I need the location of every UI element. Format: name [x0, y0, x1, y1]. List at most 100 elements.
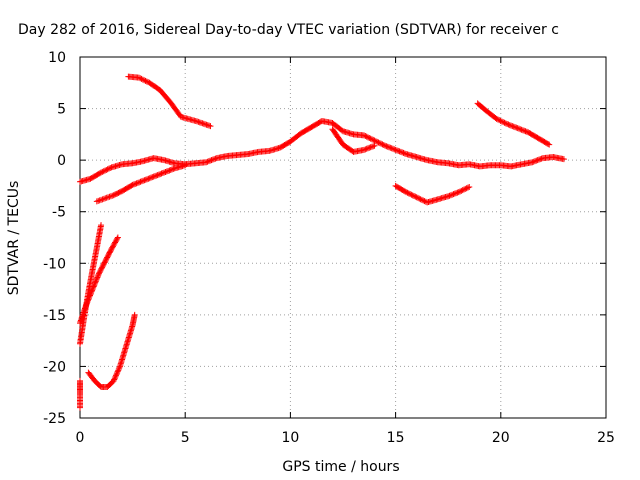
data-point	[500, 119, 507, 126]
data-point	[115, 366, 122, 373]
data-point	[132, 180, 139, 187]
data-point	[458, 187, 465, 194]
data-point	[388, 145, 395, 152]
data-point	[515, 125, 522, 132]
data-point	[512, 124, 519, 131]
data-point	[378, 140, 385, 147]
data-point	[137, 75, 144, 82]
data-point	[401, 150, 408, 157]
data-point	[115, 367, 122, 374]
data-point	[87, 291, 94, 298]
data-point	[455, 189, 462, 196]
data-point	[136, 179, 143, 186]
data-point	[207, 157, 214, 164]
data-point	[103, 194, 110, 201]
data-point	[502, 120, 509, 127]
data-point	[159, 170, 166, 177]
data-point	[384, 143, 391, 150]
data-point	[212, 155, 219, 162]
data-point	[383, 143, 390, 150]
data-point	[133, 180, 140, 187]
data-point	[367, 135, 374, 142]
data-point	[103, 166, 110, 173]
data-point	[372, 138, 379, 145]
data-point	[110, 377, 117, 384]
data-point	[205, 158, 212, 165]
data-point	[144, 176, 151, 183]
x-tick-label: 25	[597, 430, 615, 446]
data-point	[546, 141, 553, 148]
y-tick-label: -20	[43, 359, 66, 375]
data-point	[91, 282, 98, 289]
data-point	[95, 197, 102, 204]
data-point	[135, 74, 142, 81]
data-point	[389, 145, 396, 152]
data-point	[493, 115, 500, 122]
data-point	[209, 156, 216, 163]
data-point	[396, 148, 403, 155]
data-point	[114, 369, 121, 376]
data-point	[83, 300, 90, 307]
data-point	[134, 179, 141, 186]
data-series	[77, 234, 121, 327]
data-point	[90, 283, 97, 290]
data-point	[374, 138, 381, 145]
data-point	[204, 158, 211, 165]
data-point	[416, 195, 423, 202]
data-point	[538, 155, 545, 162]
data-point	[129, 181, 136, 188]
data-point	[510, 123, 517, 130]
data-point	[387, 144, 394, 151]
data-point	[112, 372, 119, 379]
data-series	[85, 311, 138, 391]
data-point	[141, 77, 148, 84]
data-point	[450, 191, 457, 198]
data-point	[85, 296, 92, 303]
data-point	[560, 156, 567, 163]
data-point	[149, 174, 156, 181]
y-tick-label: -15	[43, 308, 66, 324]
data-point	[107, 165, 114, 172]
data-point	[89, 286, 96, 293]
data-point	[380, 142, 387, 149]
axis-ticks: 0 5 10 15 20 25 -25 -20 -15 -10 -5 0 5 10	[43, 50, 615, 446]
data-point	[94, 274, 101, 281]
data-point	[364, 145, 371, 152]
data-point	[459, 187, 466, 194]
data-point	[366, 134, 373, 141]
data-point	[518, 126, 525, 133]
data-point	[182, 162, 189, 169]
data-point	[166, 167, 173, 174]
data-point	[88, 289, 95, 296]
data-point	[531, 158, 538, 165]
data-point	[154, 172, 161, 179]
data-point	[463, 185, 470, 192]
data-point	[112, 239, 119, 246]
data-point	[460, 186, 467, 193]
data-point	[138, 75, 145, 82]
y-tick-label: 10	[48, 50, 66, 66]
data-point	[362, 146, 369, 153]
data-series	[77, 117, 567, 185]
data-point	[107, 193, 114, 200]
y-axis-label: SDTVAR / TECUs	[6, 181, 22, 296]
data-point	[393, 147, 400, 154]
data-point	[363, 145, 370, 152]
data-point	[109, 192, 116, 199]
data-point	[368, 143, 375, 150]
data-series	[93, 162, 189, 205]
data-point	[505, 121, 512, 128]
data-point	[98, 196, 105, 203]
data-point	[141, 177, 148, 184]
x-tick-label: 20	[492, 430, 510, 446]
data-point	[537, 156, 544, 163]
data-point	[386, 144, 393, 151]
data-point	[110, 242, 117, 249]
data-point	[418, 196, 425, 203]
data-point	[375, 139, 382, 146]
data-point	[100, 168, 107, 175]
data-point	[382, 142, 389, 149]
data-point	[165, 167, 172, 174]
y-tick-label: 5	[57, 102, 66, 118]
